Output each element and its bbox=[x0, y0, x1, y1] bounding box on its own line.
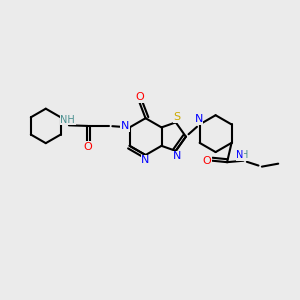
Text: S: S bbox=[173, 112, 181, 122]
Text: N: N bbox=[141, 155, 150, 165]
Text: N: N bbox=[121, 121, 129, 131]
Text: N: N bbox=[195, 114, 203, 124]
Text: N: N bbox=[236, 150, 244, 161]
Text: O: O bbox=[83, 142, 92, 152]
Text: NH: NH bbox=[60, 115, 75, 125]
Text: O: O bbox=[202, 156, 211, 166]
Text: H: H bbox=[241, 150, 248, 161]
Text: O: O bbox=[135, 92, 144, 102]
Text: N: N bbox=[173, 151, 181, 161]
